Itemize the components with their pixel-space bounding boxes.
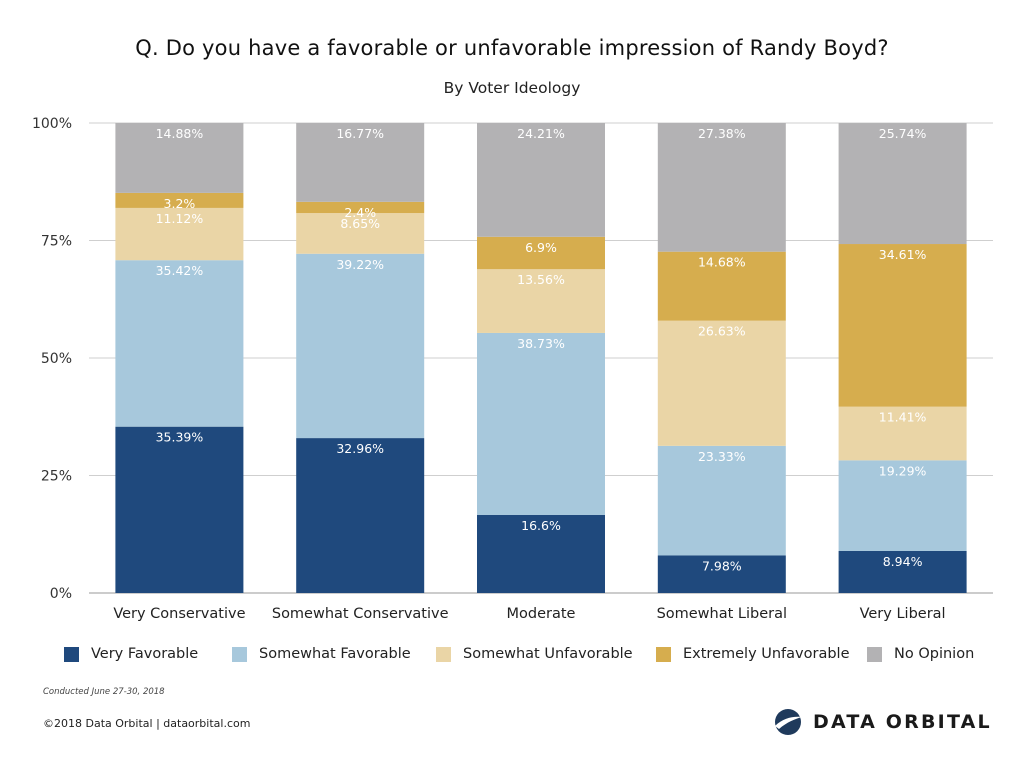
data-label: 14.68% xyxy=(698,255,746,270)
data-label: 39.22% xyxy=(336,257,384,272)
data-label: 13.56% xyxy=(517,272,565,287)
bar-segment xyxy=(838,460,967,551)
legend-swatch xyxy=(656,646,671,662)
legend-item: Somewhat Favorable xyxy=(232,646,411,662)
data-label: 19.29% xyxy=(879,463,927,478)
x-tick-label: Moderate xyxy=(507,606,576,622)
bar-segment xyxy=(838,406,967,461)
y-tick-label: 100% xyxy=(32,116,72,132)
data-label: 34.61% xyxy=(879,247,927,262)
bar-segment xyxy=(115,260,244,427)
chart-legend: Very Favorable Somewhat Favorable Somewhat… xyxy=(64,646,994,668)
data-label: 6.9% xyxy=(525,240,557,255)
legend-label: No Opinion xyxy=(894,646,975,662)
bar-segment xyxy=(296,123,425,202)
bar-segment xyxy=(477,236,605,270)
data-label: 24.21% xyxy=(517,126,565,141)
data-label: 38.73% xyxy=(517,336,565,351)
legend-item: No Opinion xyxy=(867,646,974,662)
survey-date-note: Conducted June 27-30, 2018 xyxy=(43,687,165,697)
chart-title: Q. Do you have a favorable or unfavorabl… xyxy=(135,36,889,60)
data-label: 7.98% xyxy=(702,558,742,573)
data-label: 16.77% xyxy=(336,126,384,141)
data-label: 26.63% xyxy=(698,324,746,339)
data-label: 16.6% xyxy=(521,518,561,533)
bar-segment xyxy=(838,123,967,245)
legend-swatch xyxy=(436,646,451,662)
data-label: 11.41% xyxy=(879,410,927,425)
bar-segment xyxy=(296,253,425,439)
bar-segment xyxy=(838,244,967,407)
data-label: 25.74% xyxy=(879,126,927,141)
data-label: 14.88% xyxy=(156,126,204,141)
bar-segment xyxy=(477,514,605,593)
legend-item: Very Favorable xyxy=(64,646,198,662)
bar-segment xyxy=(296,201,425,214)
legend-swatch xyxy=(867,646,882,662)
data-label: 11.12% xyxy=(156,211,204,226)
bar-segment xyxy=(657,123,786,252)
bar-segment xyxy=(477,332,605,515)
y-tick-label: 0% xyxy=(50,586,72,602)
data-label: 2.4% xyxy=(344,205,376,220)
copyright-footer: ©2018 Data Orbital | dataorbital.com xyxy=(43,717,251,730)
data-label: 3.2% xyxy=(164,196,196,211)
bar-segment xyxy=(657,445,786,556)
bar-segment xyxy=(296,213,425,254)
bar-segment xyxy=(477,123,605,237)
legend-label: Somewhat Favorable xyxy=(259,646,411,662)
bar-segment xyxy=(477,269,605,333)
chart-subtitle: By Voter Ideology xyxy=(443,79,581,97)
data-label: 35.39% xyxy=(156,430,204,445)
bar-segment xyxy=(838,550,967,593)
data-label: 23.33% xyxy=(698,449,746,464)
legend-swatch xyxy=(64,646,79,662)
y-tick-label: 25% xyxy=(41,469,72,485)
x-tick-label: Very Conservative xyxy=(113,606,245,622)
legend-item: Extremely Unfavorable xyxy=(656,646,850,662)
data-orbital-logo: DATA ORBITAL xyxy=(773,707,992,737)
x-tick-label: Somewhat Liberal xyxy=(657,606,787,622)
bar-segment xyxy=(115,192,244,208)
data-label: 8.65% xyxy=(340,216,380,231)
legend-label: Very Favorable xyxy=(91,646,199,662)
stacked-bar-chart: 0% 25% 50% 75% 100% 35.39% 35.42% 11.12%3.2% 14.… xyxy=(32,116,993,622)
legend-swatch xyxy=(232,646,247,662)
y-tick-label: 50% xyxy=(41,351,72,367)
orbit-logo-icon xyxy=(775,709,802,735)
bar-segment xyxy=(115,426,244,593)
bar-segment xyxy=(296,438,425,593)
data-label: 32.96% xyxy=(336,441,384,456)
legend-label: Somewhat Unfavorable xyxy=(463,646,633,662)
x-tick-label: Very Liberal xyxy=(860,606,946,622)
bar-segment xyxy=(115,122,244,193)
bar-segment xyxy=(657,251,786,321)
x-tick-label: Somewhat Conservative xyxy=(272,606,449,622)
bar-segment xyxy=(657,320,786,446)
logo-text: DATA ORBITAL xyxy=(813,711,992,733)
bar-segment xyxy=(115,207,244,261)
legend-label: Extremely Unfavorable xyxy=(683,646,850,662)
data-label: 27.38% xyxy=(698,126,746,141)
data-label: 35.42% xyxy=(156,263,204,278)
legend-item: Somewhat Unfavorable xyxy=(436,646,633,662)
y-tick-label: 75% xyxy=(41,234,72,250)
data-label: 8.94% xyxy=(883,554,923,569)
bar-segment xyxy=(657,555,786,593)
